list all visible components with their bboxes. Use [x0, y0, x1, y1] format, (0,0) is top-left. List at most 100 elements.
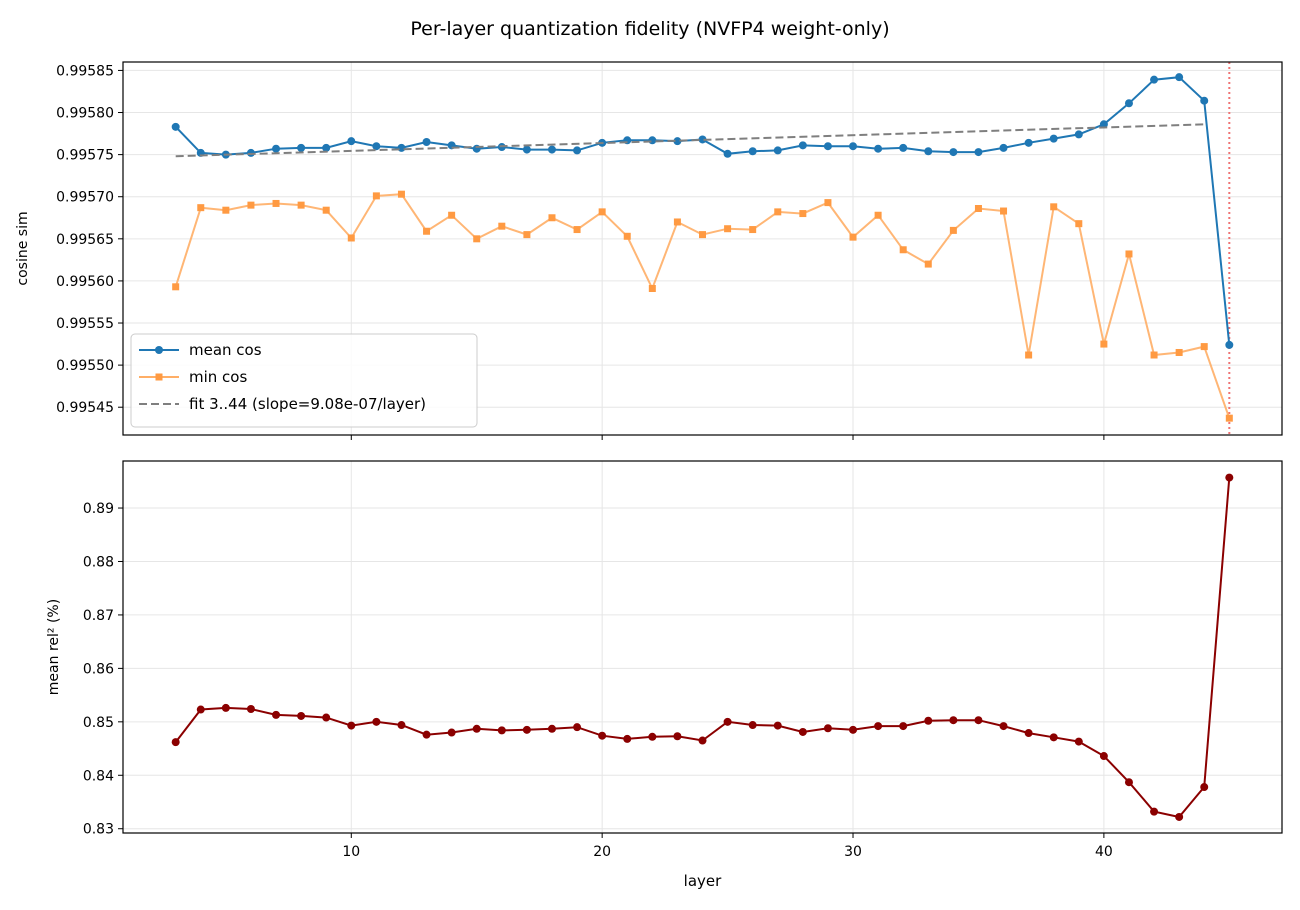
data-point-mean — [547, 145, 556, 154]
data-point-series0 — [522, 725, 531, 734]
data-point-mean — [171, 122, 180, 131]
data-point-mean — [1150, 75, 1159, 84]
data-point-series0 — [171, 738, 180, 747]
data-point-series0 — [798, 727, 807, 736]
data-point-mean — [648, 136, 657, 145]
data-point-min — [774, 208, 782, 216]
data-point-series0 — [924, 716, 933, 725]
data-point-mean — [698, 135, 707, 144]
data-point-series0 — [1049, 733, 1058, 742]
data-point-min — [423, 227, 431, 235]
data-point-min — [347, 234, 355, 242]
data-point-min — [272, 199, 280, 207]
data-point-min — [849, 233, 857, 241]
data-point-min — [1075, 220, 1083, 228]
y-tick-label: 0.99575 — [56, 148, 114, 164]
y-tick-label: 0.89 — [83, 501, 114, 517]
data-point-min — [648, 284, 656, 292]
data-point-series0 — [1024, 729, 1033, 738]
data-point-series0 — [999, 722, 1008, 731]
data-point-mean — [748, 147, 757, 156]
legend-marker — [155, 373, 163, 381]
plot-area — [171, 473, 1234, 821]
data-point-mean — [773, 146, 782, 155]
data-point-min — [473, 235, 481, 243]
y-axis-label: mean rel² (%) — [46, 599, 62, 695]
data-point-series0 — [472, 724, 481, 733]
data-point-series0 — [1200, 783, 1209, 792]
bottom-panel-rel: 10 20 30 40 0.83 0.84 0.85 0.86 0.87 0.88 0.89 mean… — [46, 460, 1283, 890]
data-point-series0 — [698, 736, 707, 745]
data-point-mean — [899, 143, 908, 152]
y-tick-label: 0.87 — [83, 608, 114, 624]
data-point-mean — [1200, 96, 1209, 105]
data-point-series0 — [874, 722, 883, 731]
plot-area — [171, 62, 1234, 435]
data-point-series0 — [1225, 473, 1234, 482]
data-point-series0 — [823, 724, 832, 733]
y-tick-label: 0.86 — [83, 661, 114, 677]
data-point-min — [372, 192, 380, 200]
data-point-mean — [723, 149, 732, 158]
data-point-mean — [422, 137, 431, 146]
data-point-min — [1000, 207, 1008, 215]
data-point-min — [1200, 343, 1208, 351]
y-axis-label: cosine sim — [15, 211, 31, 285]
data-point-series0 — [221, 703, 230, 712]
data-point-mean — [874, 144, 883, 153]
data-point-min — [699, 231, 706, 239]
data-point-mean — [949, 148, 958, 157]
y-tick-label: 0.83 — [83, 822, 114, 838]
y-tick-label: 0.88 — [83, 554, 114, 570]
data-point-min — [297, 201, 305, 209]
legend: mean cos min cos fit 3..44 (slope=9.08e-07… — [130, 333, 478, 428]
data-point-min — [222, 206, 230, 214]
data-point-min — [322, 206, 330, 214]
data-point-mean — [372, 142, 381, 151]
data-point-series0 — [272, 710, 281, 719]
data-point-series0 — [397, 721, 406, 730]
data-point-series0 — [372, 717, 381, 726]
data-point-min — [548, 214, 556, 222]
data-point-series0 — [623, 734, 632, 743]
data-point-min — [498, 222, 506, 230]
data-point-series0 — [322, 713, 331, 722]
data-point-min — [1050, 203, 1058, 211]
y-tick-label: 0.85 — [83, 715, 114, 731]
data-point-mean — [297, 143, 306, 152]
data-point-min — [924, 260, 932, 268]
data-point-mean — [673, 137, 682, 146]
data-point-min — [1100, 340, 1108, 348]
data-point-min — [623, 232, 631, 240]
data-point-series0 — [547, 724, 556, 733]
data-point-mean — [1175, 73, 1184, 82]
data-point-min — [1150, 351, 1158, 359]
legend-box — [130, 333, 478, 428]
data-point-min — [673, 218, 681, 226]
data-point-min — [573, 226, 581, 234]
data-point-series0 — [1124, 778, 1133, 787]
data-point-series0 — [773, 721, 782, 730]
y-tick-label: 0.99580 — [56, 106, 114, 122]
data-point-min — [974, 205, 982, 213]
data-point-series0 — [1175, 812, 1184, 821]
y-tick-label: 0.99555 — [56, 316, 114, 332]
data-point-series0 — [849, 725, 858, 734]
legend-label: mean cos — [189, 341, 262, 359]
data-point-mean — [1099, 120, 1108, 129]
x-axis-label: layer — [684, 872, 722, 890]
data-point-series0 — [1074, 737, 1083, 746]
data-point-series0 — [748, 721, 757, 730]
data-point-min — [247, 201, 255, 209]
data-point-min — [1225, 414, 1233, 422]
data-point-series0 — [1150, 807, 1159, 816]
data-point-series0 — [297, 711, 306, 720]
data-point-series0 — [347, 721, 356, 730]
data-point-series0 — [723, 717, 732, 726]
legend-marker — [155, 346, 163, 354]
data-point-mean — [823, 142, 832, 151]
data-point-mean — [1049, 134, 1058, 143]
data-point-mean — [397, 143, 406, 152]
